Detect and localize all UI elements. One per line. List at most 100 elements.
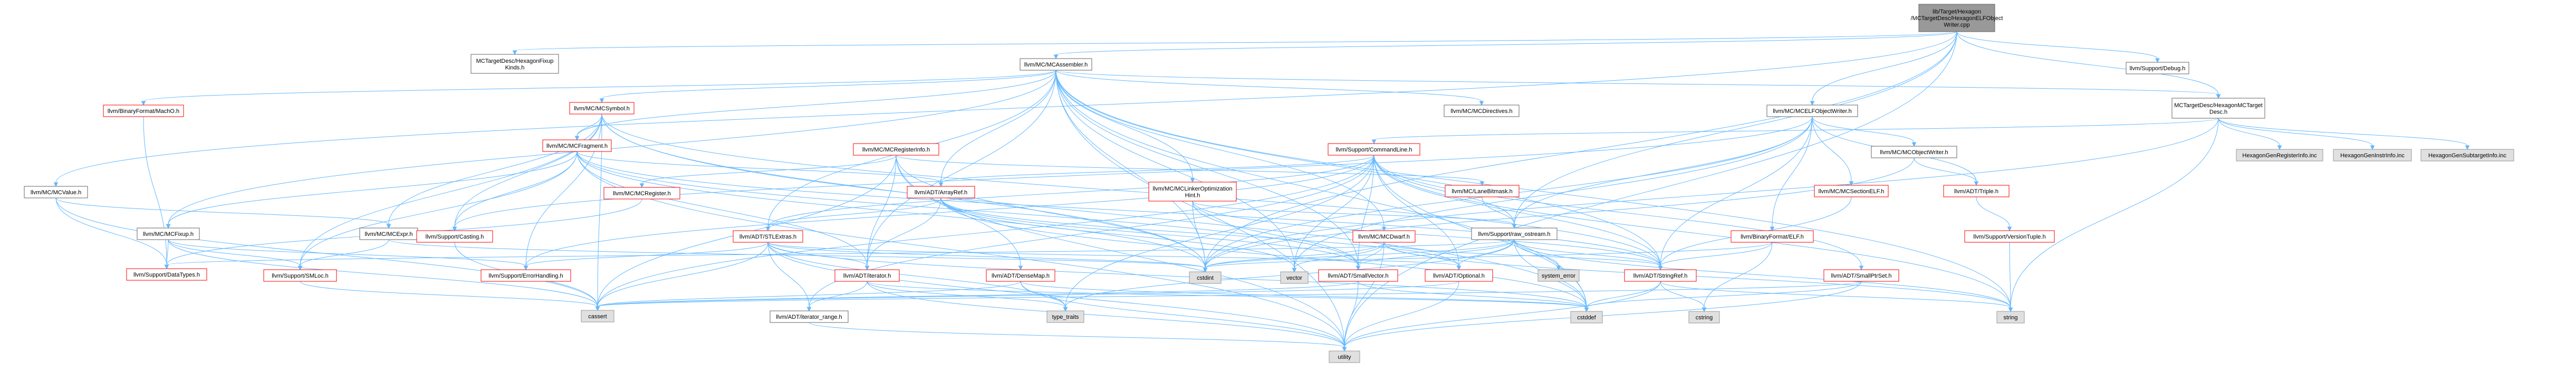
dependency-edge [2218, 118, 2470, 150]
node-label: llvm/MC/MCRegisterInfo.h [862, 147, 930, 153]
node-label: llvm/Support/DataTypes.h [133, 272, 200, 278]
node-label: llvm/ADT/SmallPtrSet.h [1831, 273, 1892, 279]
node-label: llvm/Support/Casting.h [426, 234, 484, 240]
dependency-edge [938, 155, 1374, 187]
node-casting[interactable]: llvm/Support/Casting.h [416, 230, 493, 243]
dependency-edge [1658, 242, 1773, 271]
node-label: llvm/MC/MCDirectives.h [1450, 108, 1512, 115]
node-mcsectionelf[interactable]: llvm/MC/MCSectionELF.h [1814, 185, 1889, 197]
node-arrayref[interactable]: llvm/ADT/ArrayRef.h [907, 186, 975, 198]
node-label: llvm/MC/MCSymbol.h [574, 106, 630, 112]
node-box [103, 105, 184, 117]
node-box [581, 310, 614, 322]
node-machobf[interactable]: llvm/BinaryFormat/MachO.h [103, 105, 184, 117]
node-rawostream[interactable]: llvm/Support/raw_ostream.h [1471, 227, 1558, 240]
node-label: Hint.h [1185, 192, 1200, 198]
node-triple[interactable]: llvm/ADT/Triple.h [1943, 185, 2010, 197]
node-label: llvm/MC/MCFragment.h [546, 143, 608, 149]
node-mcregister[interactable]: llvm/MC/MCRegister.h [603, 187, 680, 200]
node-smallvector[interactable]: llvm/ADT/SmallVector.h [1318, 269, 1398, 282]
node-label: llvm/MC/MCSectionELF.h [1819, 188, 1885, 195]
dependency-edge [1063, 155, 1374, 312]
dependency-edge [1812, 116, 1917, 147]
node-errorhandling[interactable]: llvm/Support/ErrorHandling.h [480, 269, 571, 282]
node-label: llvm/ADT/iterator_range.h [776, 314, 842, 320]
node-label: llvm/MC/MCObjectWriter.h [1880, 149, 1948, 156]
dependency-edge [386, 113, 602, 229]
node-label: utility [1338, 354, 1351, 360]
node-box [1318, 269, 1398, 282]
node-label: llvm/MC/MCRegister.h [613, 191, 670, 197]
node-optional[interactable]: llvm/ADT/Optional.h [1425, 269, 1493, 282]
node-densemap[interactable]: llvm/ADT/DenseMap.h [986, 269, 1055, 282]
dependency-edge [595, 155, 1374, 311]
dependency-edge [574, 113, 602, 141]
node-versiontuple[interactable]: llvm/Support/VersionTuple.h [1964, 230, 2055, 243]
dependency-edge [143, 116, 169, 270]
node-label: HexagonGenRegisterInfo.inc [2242, 153, 2317, 159]
dependency-edge [1356, 239, 1515, 271]
dependency-edge [1512, 31, 1957, 229]
node-label: llvm/Support/VersionTuple.h [1973, 234, 2045, 240]
dependency-edge [452, 116, 1813, 232]
dependency-edge [1342, 281, 1661, 352]
dependency-edge [639, 155, 897, 188]
node-mcreginfo[interactable]: llvm/MC/MCRegisterInfo.h [853, 143, 939, 156]
node-mcvalue[interactable]: llvm/MC/MCValue.h [24, 186, 88, 198]
node-box [834, 269, 900, 282]
node-mcdirectives[interactable]: llvm/MC/MCDirectives.h [1444, 105, 1520, 117]
node-box [1964, 230, 2055, 243]
node-box [137, 227, 200, 240]
node-elfbf[interactable]: llvm/BinaryFormat/ELF.h [1731, 230, 1814, 243]
node-box [1189, 271, 1222, 284]
node-label: llvm/ADT/SmallVector.h [1328, 273, 1389, 279]
node-label: llvm/ADT/DenseMap.h [992, 273, 1050, 279]
node-box [1280, 271, 1309, 284]
node-label: llvm/ADT/ArrayRef.h [915, 189, 967, 196]
node-box [2236, 149, 2323, 162]
node-label: llvm/Support/SMLoc.h [272, 273, 329, 279]
node-mcobjw[interactable]: llvm/MC/MCObjectWriter.h [1871, 146, 1957, 158]
dependency-edge [599, 70, 1056, 103]
node-mcelfow[interactable]: llvm/MC/MCELFObjectWriter.h [1766, 105, 1858, 117]
node-mcfixup[interactable]: llvm/MC/MCFixup.h [137, 227, 200, 240]
node-label: llvm/Support/ErrorHandling.h [488, 273, 563, 279]
node-box [733, 230, 803, 243]
node-root[interactable]: lib/Target/Hexagon/MCTargetDesc/HexagonE… [1911, 4, 2003, 32]
node-box [1020, 58, 1092, 71]
dependency-edge [864, 197, 941, 271]
node-datatypes[interactable]: llvm/Support/DataTypes.h [126, 268, 207, 281]
node-smloc[interactable]: llvm/Support/SMLoc.h [263, 269, 337, 282]
node-box [1329, 350, 1360, 363]
node-box [603, 187, 680, 200]
node-mcsym[interactable]: llvm/MC/MCSymbol.h [569, 102, 635, 115]
node-cmdline[interactable]: llvm/Support/CommandLine.h [1328, 143, 1420, 156]
node-box [542, 139, 612, 152]
dependency-edge [938, 70, 1056, 187]
node-iteratorrange[interactable]: llvm/ADT/iterator_range.h [770, 310, 849, 323]
node-mcasm[interactable]: llvm/MC/MCAssembler.h [1020, 58, 1092, 71]
dependency-edge [297, 239, 389, 271]
node-mcfrag[interactable]: llvm/MC/MCFragment.h [542, 139, 612, 152]
node-label: llvm/ADT/iterator.h [843, 273, 891, 279]
dependency-edge [601, 113, 1208, 273]
dependency-edge [1292, 242, 1385, 273]
node-cstdint: cstdint [1189, 271, 1222, 284]
node-label: HexagonGenInstrInfo.inc [2340, 153, 2405, 159]
node-lanebitmask[interactable]: llvm/MC/LaneBitmask.h [1445, 185, 1520, 197]
node-mcdwarf[interactable]: llvm/MC/MCDwarf.h [1352, 230, 1416, 243]
node-stlextras[interactable]: llvm/ADT/STLExtras.h [733, 230, 803, 243]
dependency-edge [452, 151, 578, 232]
dependency-edge [1371, 118, 2219, 145]
node-mcexpr[interactable]: llvm/MC/MCExpr.h [359, 227, 418, 240]
dependency-edge [300, 281, 600, 311]
node-debug[interactable]: llvm/Support/Debug.h [2126, 62, 2189, 74]
node-stringref[interactable]: llvm/ADT/StringRef.h [1624, 269, 1697, 282]
node-smallptrset[interactable]: llvm/ADT/SmallPtrSet.h [1823, 269, 1899, 282]
node-iterator[interactable]: llvm/ADT/iterator.h [834, 269, 900, 282]
dependency-edge [896, 155, 1023, 271]
